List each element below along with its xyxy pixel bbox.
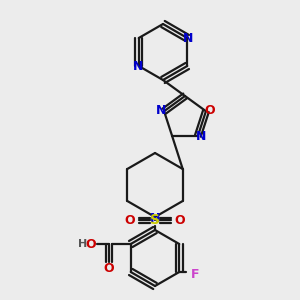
Text: N: N (196, 130, 206, 143)
Text: O: O (205, 104, 215, 117)
Text: N: N (150, 212, 160, 224)
Text: S: S (150, 213, 160, 227)
Text: N: N (183, 32, 194, 44)
Text: O: O (103, 262, 114, 275)
Text: O: O (175, 214, 185, 226)
Text: H: H (78, 239, 87, 249)
Text: F: F (191, 268, 200, 281)
Text: O: O (125, 214, 135, 226)
Text: N: N (156, 104, 166, 117)
Text: N: N (133, 59, 143, 73)
Text: O: O (85, 238, 96, 250)
